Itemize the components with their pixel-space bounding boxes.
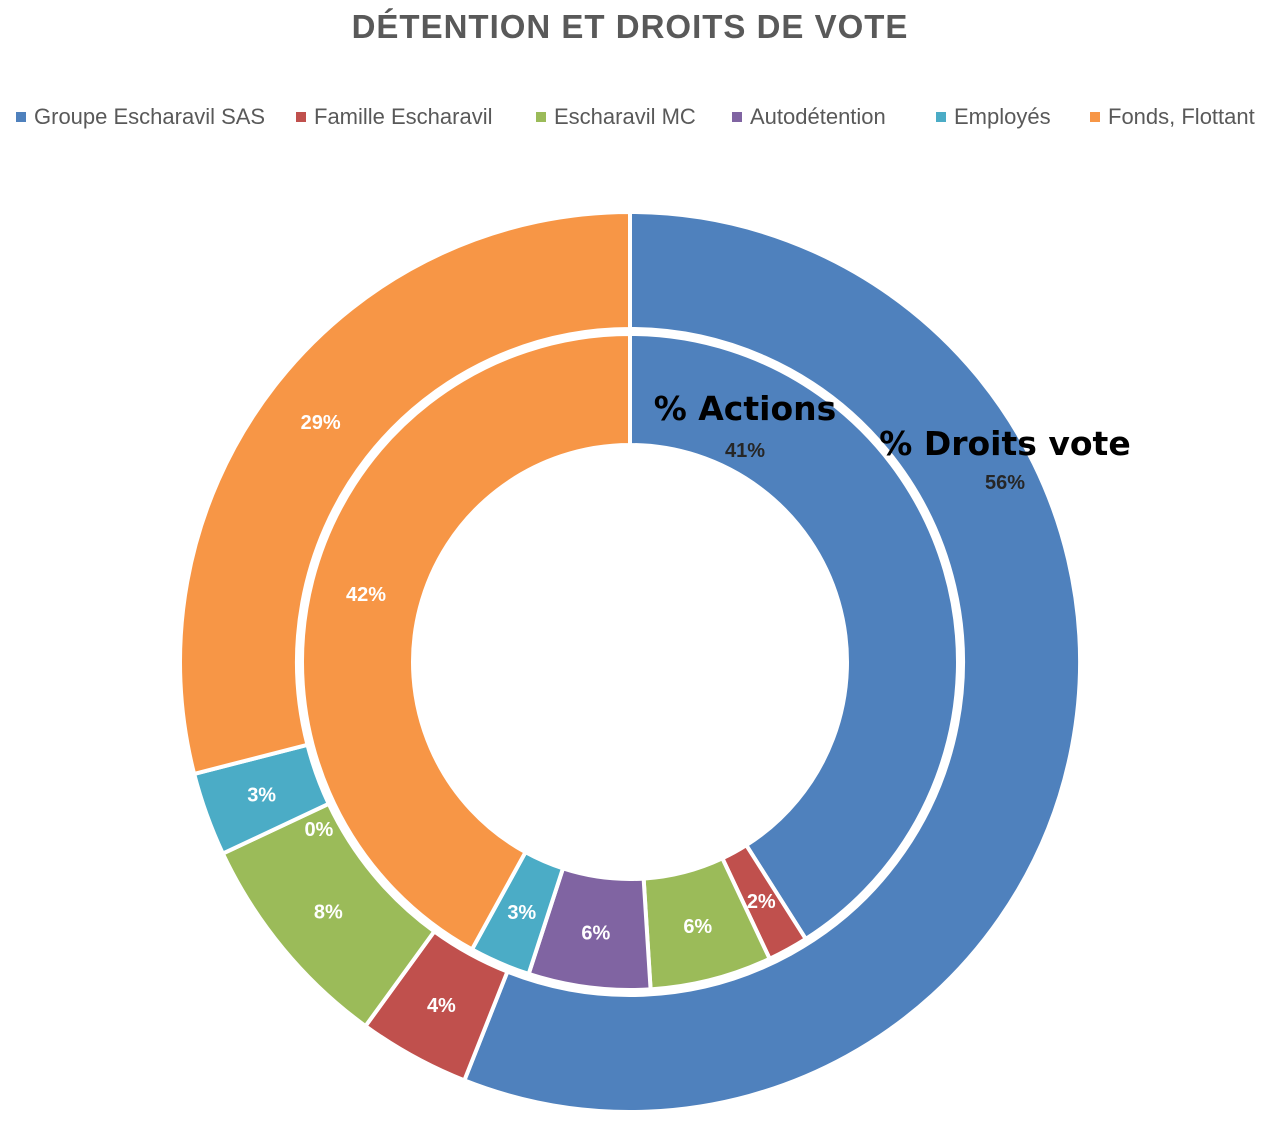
legend-item-escharavil-mc[interactable]: Escharavil MC — [536, 104, 696, 130]
legend-label: Famille Escharavil — [314, 104, 493, 129]
inner-ring — [300, 332, 960, 992]
inner-label-groupe-escharavil-sas: 41% — [725, 440, 765, 462]
outer-label-groupe-escharavil-sas: 56% — [985, 472, 1025, 494]
chart-title: DÉTENTION ET DROITS DE VOTE — [351, 8, 909, 45]
inner-label-autodetention: 6% — [581, 922, 610, 944]
outer-label-fonds-flottant: 29% — [301, 412, 341, 434]
legend-swatch-icon — [296, 112, 306, 122]
outer-label-employes: 3% — [247, 785, 276, 807]
slice-labels: 2% 6% 6% 3% 42% 4% 8% 0% 3% 29% — [247, 412, 776, 1017]
inner-label-employes: 3% — [507, 902, 536, 924]
inner-slice-groupe-escharavil-sas[interactable] — [628, 332, 960, 941]
legend-item-groupe-escharavil-sas[interactable]: Groupe Escharavil SAS — [16, 104, 265, 130]
legend-swatch-icon — [16, 112, 26, 122]
legend: Groupe Escharavil SAS Famille Escharavil… — [16, 104, 1275, 136]
outer-label-famille-escharavil: 4% — [427, 995, 456, 1017]
outer-slice-fonds-flottant[interactable] — [178, 210, 632, 776]
outer-slice-groupe-escharavil-sas[interactable] — [462, 210, 1082, 1114]
outer-label-escharavil-mc: 8% — [314, 902, 343, 924]
legend-label: Fonds, Flottant — [1108, 104, 1255, 129]
legend-label: Employés — [954, 104, 1051, 129]
inner-label-escharavil-mc: 6% — [683, 916, 712, 938]
legend-label: Autodétention — [750, 104, 886, 129]
outer-ring — [178, 210, 1082, 1114]
legend-item-famille-escharavil[interactable]: Famille Escharavil — [296, 104, 493, 130]
outer-ring-title: % Droits vote — [879, 424, 1130, 463]
legend-swatch-icon — [536, 112, 546, 122]
inner-ring-title: % Actions — [654, 389, 837, 428]
legend-item-autodetention[interactable]: Autodétention — [732, 104, 886, 130]
inner-label-fonds-flottant: 42% — [346, 584, 386, 606]
outer-label-autodetention: 0% — [304, 819, 333, 841]
ring-titles: % Actions % Droits vote 41% 56% — [654, 389, 1131, 494]
legend-item-fonds-flottant[interactable]: Fonds, Flottant — [1090, 104, 1255, 130]
legend-swatch-icon — [1090, 112, 1100, 122]
legend-label: Escharavil MC — [554, 104, 696, 129]
legend-item-employes[interactable]: Employés — [936, 104, 1051, 130]
legend-swatch-icon — [732, 112, 742, 122]
legend-label: Groupe Escharavil SAS — [34, 104, 266, 129]
inner-slice-fonds-flottant[interactable] — [300, 332, 632, 952]
inner-label-famille-escharavil: 2% — [747, 891, 776, 913]
legend-swatch-icon — [936, 112, 946, 122]
